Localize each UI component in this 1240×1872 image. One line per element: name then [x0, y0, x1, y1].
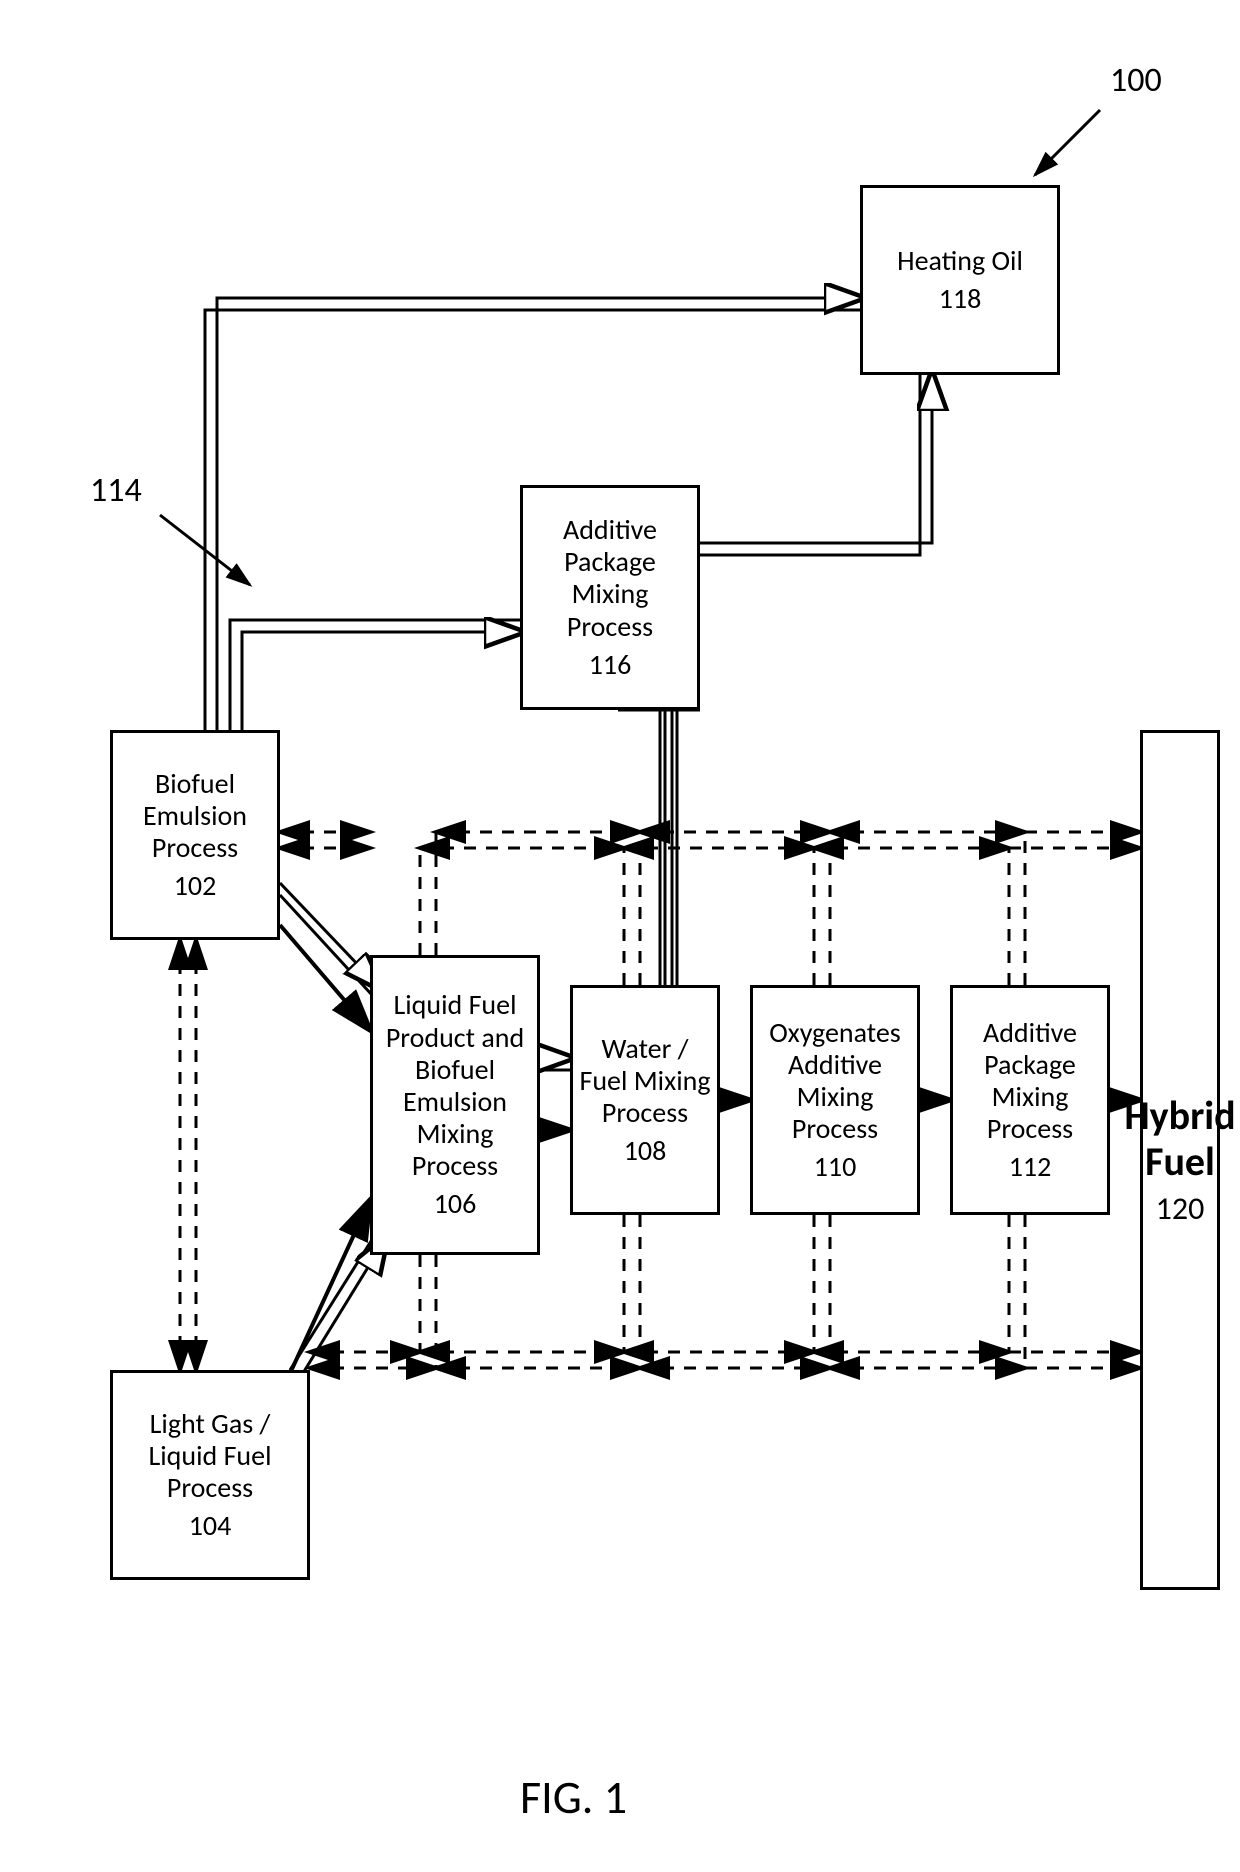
ref-100-label: 100 [1110, 60, 1162, 101]
box-lightgas: Light Gas / Liquid Fuel Process104 [110, 1370, 310, 1580]
box-heatingoil: Heating Oil118 [860, 185, 1060, 375]
box-mixing108: Water / Fuel Mixing Process108 [570, 985, 720, 1215]
box-biofuel: Biofuel Emulsion Process102 [110, 730, 280, 940]
ref-114-arrow [150, 505, 270, 605]
box-mixing112: Additive Package Mixing Process112 [950, 985, 1110, 1215]
process-flow-diagram: 100 114 [0, 0, 1240, 1872]
box-hybrid: Hybrid Fuel120 [1140, 730, 1220, 1590]
box-additive116: Additive Package Mixing Process116 [520, 485, 700, 710]
ref-100-arrow [1020, 100, 1110, 190]
ref-114-label: 114 [90, 470, 142, 511]
box-mixing106: Liquid Fuel Product and Biofuel Emulsion… [370, 955, 540, 1255]
figure-label: FIG. 1 [520, 1770, 627, 1826]
box-mixing110: Oxygenates Additive Mixing Process110 [750, 985, 920, 1215]
